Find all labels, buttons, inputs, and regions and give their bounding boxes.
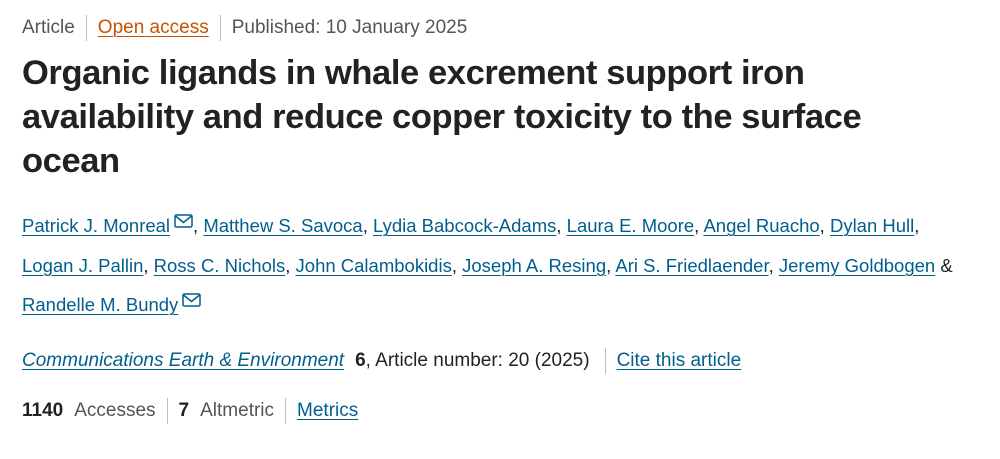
author-link[interactable]: Ross C. Nichols [153,254,286,276]
author-link[interactable]: Dylan Hull [829,215,915,236]
altmetric-count: 7 [178,400,190,421]
author-separator: , [694,215,700,236]
journal-link[interactable]: Communications Earth & Environment [22,350,345,371]
author-separator: , [285,254,291,276]
author-link[interactable]: Laura E. Moore [566,215,695,236]
divider [219,15,221,41]
article-title: Organic ligands in whale excrement suppo… [22,54,862,180]
citation-row: Communications Earth & Environment 6 , A… [22,348,741,374]
author-separator: , [556,215,562,236]
cite-link[interactable]: Cite this article [616,350,742,371]
author-link[interactable]: Matthew S. Savoca [203,215,363,236]
author-separator: , [362,215,368,236]
meta-row: Article Open access Published: 10 Januar… [22,15,467,41]
author-link[interactable]: Logan J. Pallin [22,254,144,276]
author-link[interactable]: Patrick J. Monreal [22,215,171,236]
divider [285,398,287,424]
published-date: Published: 10 January 2025 [231,17,468,38]
author-separator: , [193,215,199,236]
altmetric-label: Altmetric [200,400,275,421]
email-icon[interactable] [174,214,193,228]
author-separator: , [451,254,457,276]
author-separator: & [940,254,953,276]
metrics-row: 1140 Accesses 7 Altmetric Metrics [22,398,358,424]
author-separator: , [914,215,920,236]
author-link[interactable]: Randelle M. Bundy [22,294,179,315]
email-icon[interactable] [182,293,202,307]
author-separator: , [143,254,149,276]
author-link[interactable]: Jeremy Goldbogen [778,254,936,276]
author-link[interactable]: Lydia Babcock-Adams [373,215,557,236]
volume: 6 [355,350,366,371]
divider [166,398,168,424]
accesses-count: 1140 [22,400,64,421]
author-link[interactable]: Angel Ruacho [703,215,820,236]
author-separator: , [819,215,825,236]
article-number: , Article number: 20 (2025) [365,350,590,371]
author-separator: , [606,254,612,276]
author-separator: , [768,254,774,276]
open-access-link[interactable]: Open access [97,17,209,38]
article-type: Article [22,17,75,38]
accesses-label: Accesses [74,400,156,421]
author-list: Patrick J. Monreal, Matthew S. Savoca, L… [22,206,972,325]
author-link[interactable]: John Calambokidis [295,254,452,276]
divider [85,15,87,41]
author-link[interactable]: Joseph A. Resing [462,254,607,276]
author-link[interactable]: Ari S. Friedlaender [615,254,769,276]
divider [604,348,606,374]
metrics-link[interactable]: Metrics [297,400,359,421]
